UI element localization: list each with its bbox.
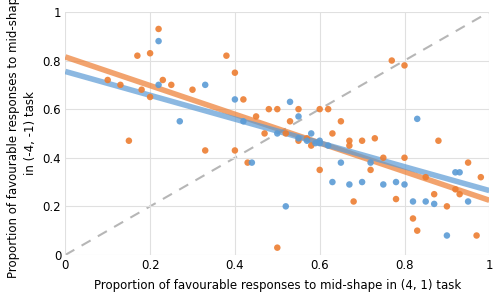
- Point: [316, 167, 324, 172]
- Point: [201, 148, 209, 153]
- Point: [154, 83, 162, 87]
- Point: [324, 107, 332, 112]
- Point: [307, 131, 315, 136]
- Y-axis label: Proportion of favourable responses to mid-shape
in (-4, -1) task: Proportion of favourable responses to mi…: [7, 0, 37, 278]
- Point: [316, 141, 324, 146]
- Point: [138, 87, 145, 92]
- Point: [392, 197, 400, 202]
- Point: [388, 58, 396, 63]
- Point: [274, 107, 281, 112]
- Point: [294, 114, 302, 119]
- Point: [337, 160, 345, 165]
- Point: [422, 199, 430, 204]
- Point: [312, 141, 320, 146]
- Point: [176, 119, 184, 124]
- Point: [346, 182, 354, 187]
- Point: [358, 180, 366, 184]
- Point: [452, 170, 460, 175]
- Point: [159, 78, 167, 83]
- Point: [337, 119, 345, 124]
- X-axis label: Proportion of favourable responses to mid-shape in (4, 1) task: Proportion of favourable responses to mi…: [94, 279, 461, 292]
- Point: [324, 143, 332, 148]
- Point: [328, 180, 336, 184]
- Point: [188, 87, 196, 92]
- Point: [307, 143, 315, 148]
- Point: [328, 131, 336, 136]
- Point: [316, 138, 324, 143]
- Point: [380, 155, 388, 160]
- Point: [472, 233, 480, 238]
- Point: [452, 187, 460, 192]
- Point: [231, 97, 239, 102]
- Point: [400, 63, 408, 68]
- Point: [294, 136, 302, 141]
- Point: [240, 97, 248, 102]
- Point: [265, 107, 273, 112]
- Point: [286, 119, 294, 124]
- Point: [154, 27, 162, 31]
- Point: [286, 100, 294, 104]
- Point: [104, 78, 112, 83]
- Point: [146, 94, 154, 99]
- Point: [413, 117, 421, 121]
- Point: [248, 160, 256, 165]
- Point: [231, 148, 239, 153]
- Point: [346, 138, 354, 143]
- Point: [168, 83, 175, 87]
- Point: [222, 53, 230, 58]
- Point: [443, 204, 451, 209]
- Point: [366, 160, 374, 165]
- Point: [274, 131, 281, 136]
- Point: [430, 192, 438, 196]
- Point: [274, 245, 281, 250]
- Point: [456, 192, 464, 196]
- Point: [443, 233, 451, 238]
- Point: [392, 180, 400, 184]
- Point: [146, 51, 154, 56]
- Point: [201, 83, 209, 87]
- Point: [430, 202, 438, 206]
- Point: [303, 138, 311, 143]
- Point: [346, 143, 354, 148]
- Point: [464, 199, 472, 204]
- Point: [358, 138, 366, 143]
- Point: [409, 216, 417, 221]
- Point: [464, 160, 472, 165]
- Point: [303, 136, 311, 141]
- Point: [413, 228, 421, 233]
- Point: [244, 160, 252, 165]
- Point: [316, 107, 324, 112]
- Point: [282, 131, 290, 136]
- Point: [282, 204, 290, 209]
- Point: [456, 170, 464, 175]
- Point: [371, 136, 379, 141]
- Point: [294, 107, 302, 112]
- Point: [400, 155, 408, 160]
- Point: [252, 114, 260, 119]
- Point: [477, 175, 485, 180]
- Point: [240, 119, 248, 124]
- Point: [409, 199, 417, 204]
- Point: [400, 182, 408, 187]
- Point: [294, 138, 302, 143]
- Point: [380, 182, 388, 187]
- Point: [154, 39, 162, 43]
- Point: [350, 199, 358, 204]
- Point: [231, 70, 239, 75]
- Point: [125, 138, 133, 143]
- Point: [134, 53, 141, 58]
- Point: [422, 175, 430, 180]
- Point: [116, 83, 124, 87]
- Point: [366, 167, 374, 172]
- Point: [260, 131, 268, 136]
- Point: [434, 138, 442, 143]
